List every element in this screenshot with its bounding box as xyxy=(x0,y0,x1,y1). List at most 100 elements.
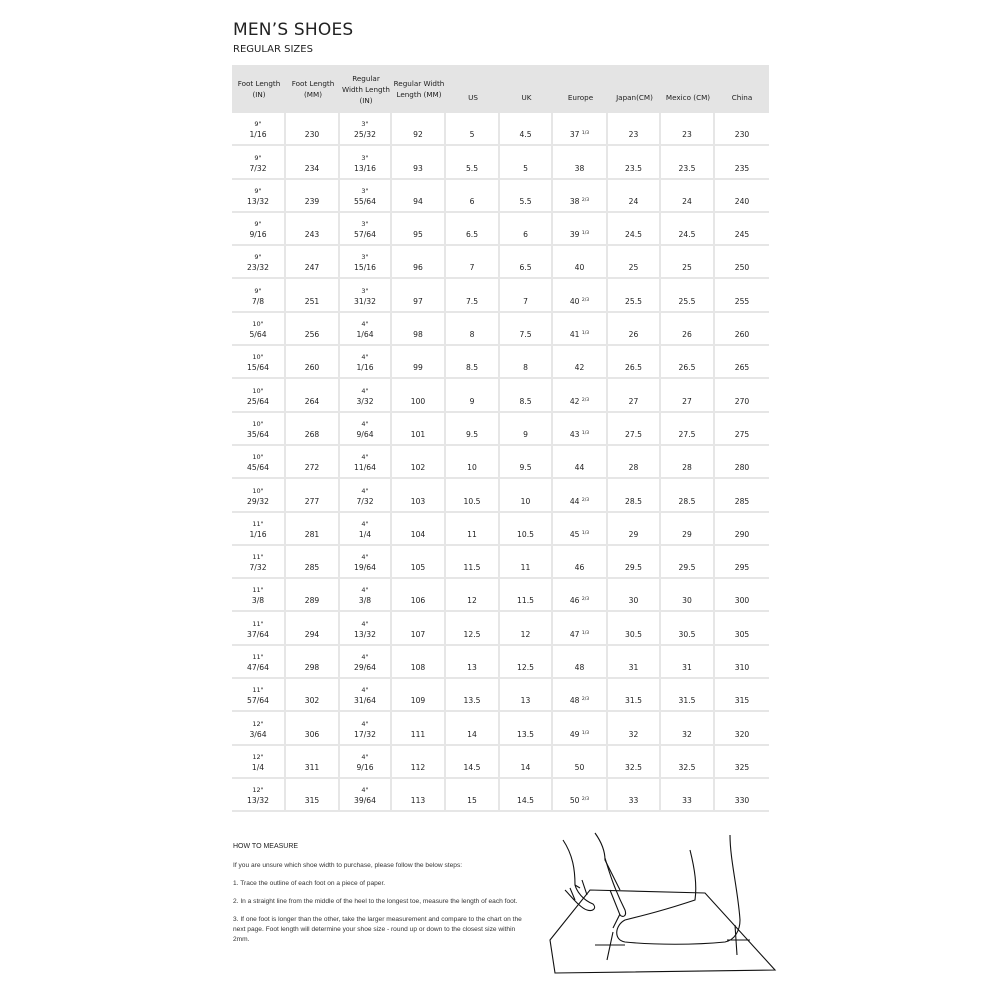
column-header: Foot Length (IN) xyxy=(232,65,286,113)
inch-fraction: 37/64 xyxy=(247,629,269,639)
table-cell: 28.5 xyxy=(608,479,661,513)
europe-fraction: 2/3 xyxy=(581,797,590,803)
table-cell: 9.5 xyxy=(500,445,553,480)
inch-fraction: 25/32 xyxy=(354,130,376,140)
table-cell: 9" 1/16 xyxy=(232,113,286,147)
table-cell: 93 xyxy=(392,146,446,180)
table-cell: 38 2/3 xyxy=(553,179,608,213)
europe-size: 45 xyxy=(569,529,580,539)
table-cell: 272 xyxy=(286,445,340,480)
inch-whole: 10" xyxy=(252,453,264,462)
table-cell: 9 xyxy=(500,412,553,446)
inch-whole: 11" xyxy=(252,586,264,595)
table-row: 11" 7/32 285 4" 19/64 105 11.5 11 46 29.5 29.5 295 xyxy=(232,545,769,580)
table-cell: 32 xyxy=(608,712,661,746)
table-cell: 28.5 xyxy=(661,479,715,513)
table-row: 10" 45/64 272 4" 11/64 102 10 9.5 44 28 28 280 xyxy=(232,445,769,480)
table-cell: 8 xyxy=(446,312,500,347)
table-cell: 105 xyxy=(392,545,446,580)
table-cell: 9" 13/32 xyxy=(232,179,286,213)
table-cell: 112 xyxy=(392,745,446,779)
europe-fraction: 2/3 xyxy=(581,397,590,403)
table-cell: 280 xyxy=(715,446,769,480)
table-cell: 234 xyxy=(286,146,340,180)
europe-size: 46 xyxy=(569,596,580,606)
table-cell: 4" 1/64 xyxy=(340,312,392,347)
table-cell: 42 2/3 xyxy=(553,379,608,413)
table-cell: 8.5 xyxy=(446,346,500,380)
table-cell: 264 xyxy=(286,379,340,413)
table-cell: 23 xyxy=(608,113,661,147)
europe-size: 46 xyxy=(574,563,585,573)
europe-fraction: 1/3 xyxy=(581,131,590,137)
table-cell: 109 xyxy=(392,679,446,713)
table-cell: 45 1/3 xyxy=(553,512,608,546)
inch-whole: 11" xyxy=(252,519,264,528)
inch-fraction: 9/16 xyxy=(249,230,267,240)
inch-fraction: 15/64 xyxy=(247,363,269,373)
inch-whole: 9" xyxy=(254,153,262,162)
table-cell: 7.5 xyxy=(500,312,553,347)
table-cell: 270 xyxy=(715,379,769,413)
table-cell: 243 xyxy=(286,212,340,247)
table-cell: 24.5 xyxy=(608,212,661,247)
table-cell: 32 xyxy=(661,712,715,746)
table-cell: 111 xyxy=(392,712,446,746)
table-cell: 4" 9/64 xyxy=(340,412,392,446)
table-cell: 106 xyxy=(392,579,446,613)
europe-size: 49 xyxy=(569,729,580,739)
inch-whole: 4" xyxy=(361,719,369,728)
inch-fraction: 7/8 xyxy=(251,296,265,306)
page-title: MEN’S SHOES xyxy=(233,20,354,40)
table-cell: 306 xyxy=(286,712,340,746)
inch-fraction: 19/64 xyxy=(354,563,376,573)
europe-size: 38 xyxy=(574,163,585,173)
inch-whole: 11" xyxy=(252,619,264,628)
table-cell: 25 xyxy=(608,246,661,280)
table-cell: 32.5 xyxy=(661,745,715,779)
table-cell: 40 xyxy=(553,246,608,280)
inch-fraction: 5/64 xyxy=(249,330,267,340)
table-cell: 6.5 xyxy=(446,212,500,247)
table-cell: 3" 55/64 xyxy=(340,179,392,213)
inch-whole: 9" xyxy=(254,286,262,295)
table-cell: 11" 47/64 xyxy=(232,645,286,680)
europe-fraction: 2/3 xyxy=(581,497,590,503)
table-cell: 310 xyxy=(715,646,769,680)
how-to-step-1: 1. Trace the outline of each foot on a p… xyxy=(233,880,386,887)
table-cell: 28 xyxy=(661,445,715,480)
table-cell: 245 xyxy=(715,213,769,247)
table-row: 10" 35/64 268 4" 9/64 101 9.5 9 43 1/3 27.5 27.5 27… xyxy=(232,412,769,446)
table-cell: 13 xyxy=(446,645,500,680)
inch-whole: 3" xyxy=(361,286,369,295)
inch-fraction: 1/4 xyxy=(358,529,372,539)
table-cell: 31.5 xyxy=(608,679,661,713)
table-cell: 285 xyxy=(715,479,769,513)
inch-fraction: 17/32 xyxy=(354,729,376,739)
column-header: Europe xyxy=(553,65,608,113)
table-cell: 10" 45/64 xyxy=(232,445,286,480)
europe-size: 40 xyxy=(574,263,585,273)
table-cell: 96 xyxy=(392,246,446,280)
table-cell: 320 xyxy=(715,712,769,746)
table-cell: 37 1/3 xyxy=(553,113,608,147)
inch-whole: 3" xyxy=(361,120,369,129)
inch-fraction: 1/16 xyxy=(249,529,267,539)
table-cell: 27 xyxy=(608,379,661,413)
table-cell: 240 xyxy=(715,180,769,213)
inch-fraction: 9/64 xyxy=(356,429,374,439)
inch-whole: 4" xyxy=(361,553,369,562)
table-cell: 12" 3/64 xyxy=(232,712,286,746)
inch-fraction: 47/64 xyxy=(247,663,269,673)
table-cell: 6.5 xyxy=(500,246,553,280)
europe-fraction: 2/3 xyxy=(581,197,590,203)
table-cell: 9" 9/16 xyxy=(232,212,286,247)
table-cell: 3" 31/32 xyxy=(340,279,392,313)
inch-whole: 4" xyxy=(361,320,369,329)
table-cell: 11.5 xyxy=(500,579,553,613)
foot-tracing-illustration xyxy=(549,832,777,974)
table-row: 9" 23/32 247 3" 15/16 96 7 6.5 40 25 25 250 xyxy=(232,246,769,280)
table-row: 10" 5/64 256 4" 1/64 98 8 7.5 41 1/3 26 26 260 xyxy=(232,312,769,347)
table-cell: 32.5 xyxy=(608,745,661,779)
inch-fraction: 7/32 xyxy=(356,496,374,506)
